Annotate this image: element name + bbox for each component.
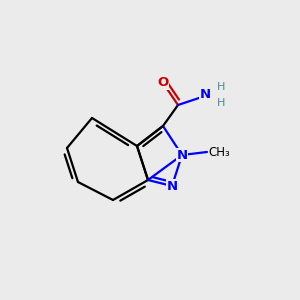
Text: H: H (217, 98, 226, 107)
Text: CH₃: CH₃ (208, 146, 230, 158)
Text: N: N (200, 88, 211, 101)
Text: N: N (167, 179, 178, 193)
Text: O: O (158, 76, 169, 89)
Text: H: H (217, 82, 226, 92)
Text: N: N (176, 148, 188, 161)
